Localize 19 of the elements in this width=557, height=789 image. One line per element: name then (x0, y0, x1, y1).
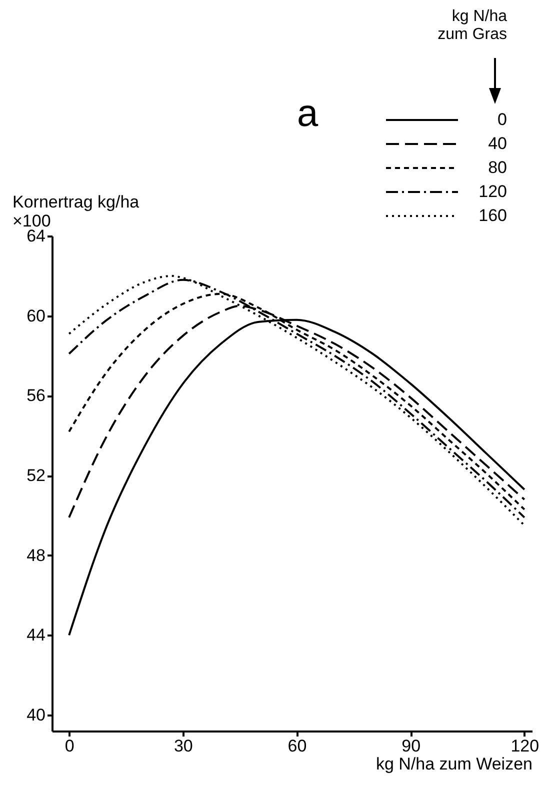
legend-label: 0 (498, 110, 507, 129)
y-tick-label: 48 (26, 546, 46, 565)
legend-label: 160 (478, 206, 507, 225)
y-tick-label: 60 (26, 306, 46, 326)
x-tick-label: 60 (288, 736, 307, 756)
legend-title: kg N/ha zum Gras (438, 8, 508, 43)
x-tick-label: 120 (510, 736, 540, 756)
y-tick-label: 56 (26, 386, 46, 406)
legend-label: 80 (488, 158, 507, 177)
legend-label: 120 (478, 182, 507, 201)
y-tick-label: 40 (26, 706, 46, 725)
x-axis-title: kg N/ha zum Weizen (376, 754, 532, 774)
x-tick-label: 90 (402, 736, 421, 756)
legend-label: 40 (488, 134, 507, 153)
y-tick-label: 52 (26, 466, 46, 486)
x-tick-label: 0 (64, 736, 74, 756)
y-tick-label: 44 (26, 626, 46, 645)
x-tick-label: 30 (174, 736, 193, 756)
chart-title: a (297, 93, 319, 135)
